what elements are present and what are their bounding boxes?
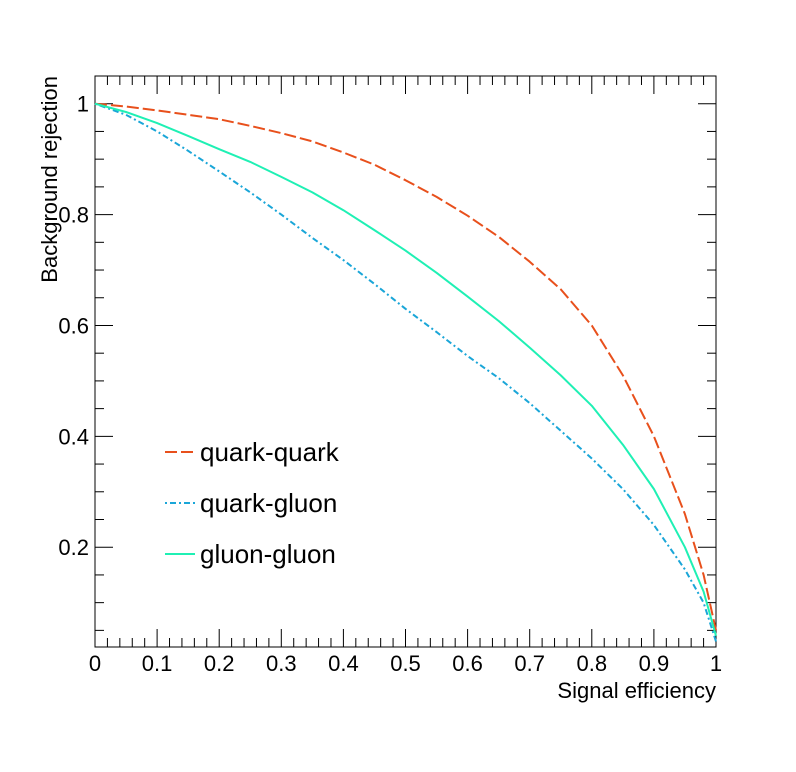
series-group — [94, 102, 717, 642]
x-tick-label: 0.4 — [328, 651, 359, 676]
legend: quark-quark quark-gluon gluon-gluon — [165, 437, 340, 569]
series-line-quark-gluon — [94, 102, 717, 642]
x-tick-label: 0.9 — [639, 651, 670, 676]
y-axis-title: Background rejection — [37, 76, 62, 283]
legend-label-quark-quark: quark-quark — [200, 437, 340, 467]
y-tick-label: 1 — [77, 92, 89, 117]
axis-ticks — [94, 76, 717, 647]
y-tick-label: 0.2 — [58, 535, 89, 560]
x-tick-label: 0 — [89, 651, 101, 676]
x-axis-title: Signal efficiency — [557, 678, 716, 703]
y-tick-label: 0.6 — [58, 313, 89, 338]
legend-label-quark-gluon: quark-gluon — [200, 488, 337, 518]
plot-frame — [94, 75, 717, 648]
x-tick-label: 0.2 — [204, 651, 235, 676]
x-tick-label: 0.6 — [452, 651, 483, 676]
x-tick-label: 0.5 — [390, 651, 421, 676]
x-tick-label: 0.3 — [266, 651, 297, 676]
axis-tick-labels: 0 0.1 0.2 0.3 0.4 0.5 0.6 0.7 0.8 0.9 1 0.2 0.4 0.6 0.… — [58, 92, 722, 676]
y-tick-label: 0.8 — [58, 203, 89, 228]
x-tick-label: 0.8 — [577, 651, 608, 676]
x-tick-label: 1 — [710, 651, 722, 676]
y-tick-label: 0.4 — [58, 424, 89, 449]
series-line-quark-quark — [94, 102, 717, 631]
x-tick-label: 0.1 — [142, 651, 173, 676]
legend-label-gluon-gluon: gluon-gluon — [200, 539, 336, 569]
x-tick-label: 0.7 — [514, 651, 545, 676]
series-line-gluon-gluon — [94, 102, 717, 637]
